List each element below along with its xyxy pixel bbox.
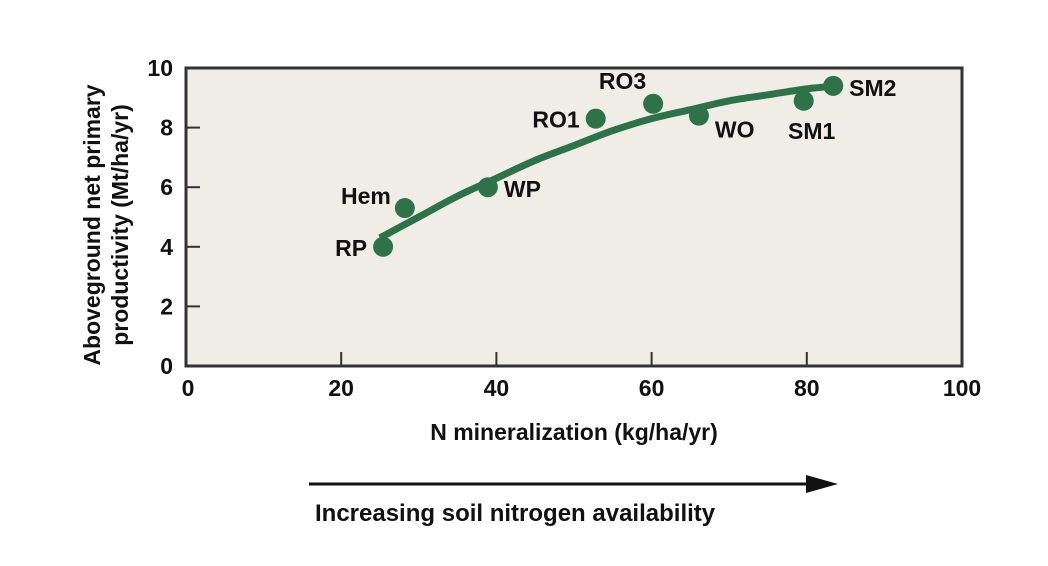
data-point-hem bbox=[394, 198, 415, 219]
y-tick-label: 2 bbox=[160, 293, 173, 319]
data-point-labels: RP Hem WP RO1 RO3 WO SM1 SM2 bbox=[335, 68, 896, 261]
x-axis-ticks bbox=[340, 352, 808, 366]
point-label-sm1: SM1 bbox=[788, 118, 836, 144]
x-axis-tick-labels: 0 20 40 60 80 100 bbox=[182, 375, 982, 401]
point-label-ro3: RO3 bbox=[599, 68, 646, 94]
x-axis-title: N mineralization (kg/ha/yr) bbox=[430, 419, 718, 445]
x-tick-label: 100 bbox=[943, 375, 981, 401]
nitrogen-arrow-icon bbox=[309, 475, 838, 493]
point-label-wo: WO bbox=[715, 117, 755, 143]
y-tick-label: 10 bbox=[147, 55, 173, 81]
point-label-ro1: RO1 bbox=[532, 107, 580, 133]
data-point-sm2 bbox=[823, 75, 844, 96]
x-tick-label: 60 bbox=[639, 375, 665, 401]
data-point-sm1 bbox=[793, 90, 814, 111]
y-axis-title-line2: productivity (Mt/ha/yr) bbox=[107, 104, 133, 346]
y-tick-label: 8 bbox=[160, 115, 173, 141]
data-point-ro1 bbox=[585, 108, 606, 129]
x-tick-label: 40 bbox=[484, 375, 510, 401]
data-points bbox=[373, 75, 844, 257]
x-tick-label: 20 bbox=[328, 375, 354, 401]
point-label-rp: RP bbox=[335, 235, 367, 261]
plot-area bbox=[184, 66, 964, 368]
point-label-hem: Hem bbox=[341, 183, 391, 209]
trend-curve bbox=[378, 82, 839, 241]
arrow-caption: Increasing soil nitrogen availability bbox=[315, 500, 716, 527]
y-axis-ticks bbox=[186, 126, 200, 308]
data-point-ro3 bbox=[643, 93, 664, 114]
y-tick-label: 4 bbox=[160, 234, 173, 260]
y-axis-tick-labels: 0 2 4 6 8 10 bbox=[147, 55, 173, 379]
data-point-rp bbox=[373, 236, 394, 257]
y-tick-label: 6 bbox=[160, 174, 173, 200]
data-point-wo bbox=[688, 105, 709, 126]
x-tick-label: 0 bbox=[182, 375, 195, 401]
x-tick-label: 80 bbox=[794, 375, 820, 401]
point-label-wp: WP bbox=[504, 176, 541, 202]
y-tick-label: 0 bbox=[160, 353, 173, 379]
data-point-wp bbox=[477, 177, 498, 198]
y-axis-title-line1: Aboveground net primary bbox=[79, 84, 105, 365]
point-label-sm2: SM2 bbox=[849, 75, 896, 101]
